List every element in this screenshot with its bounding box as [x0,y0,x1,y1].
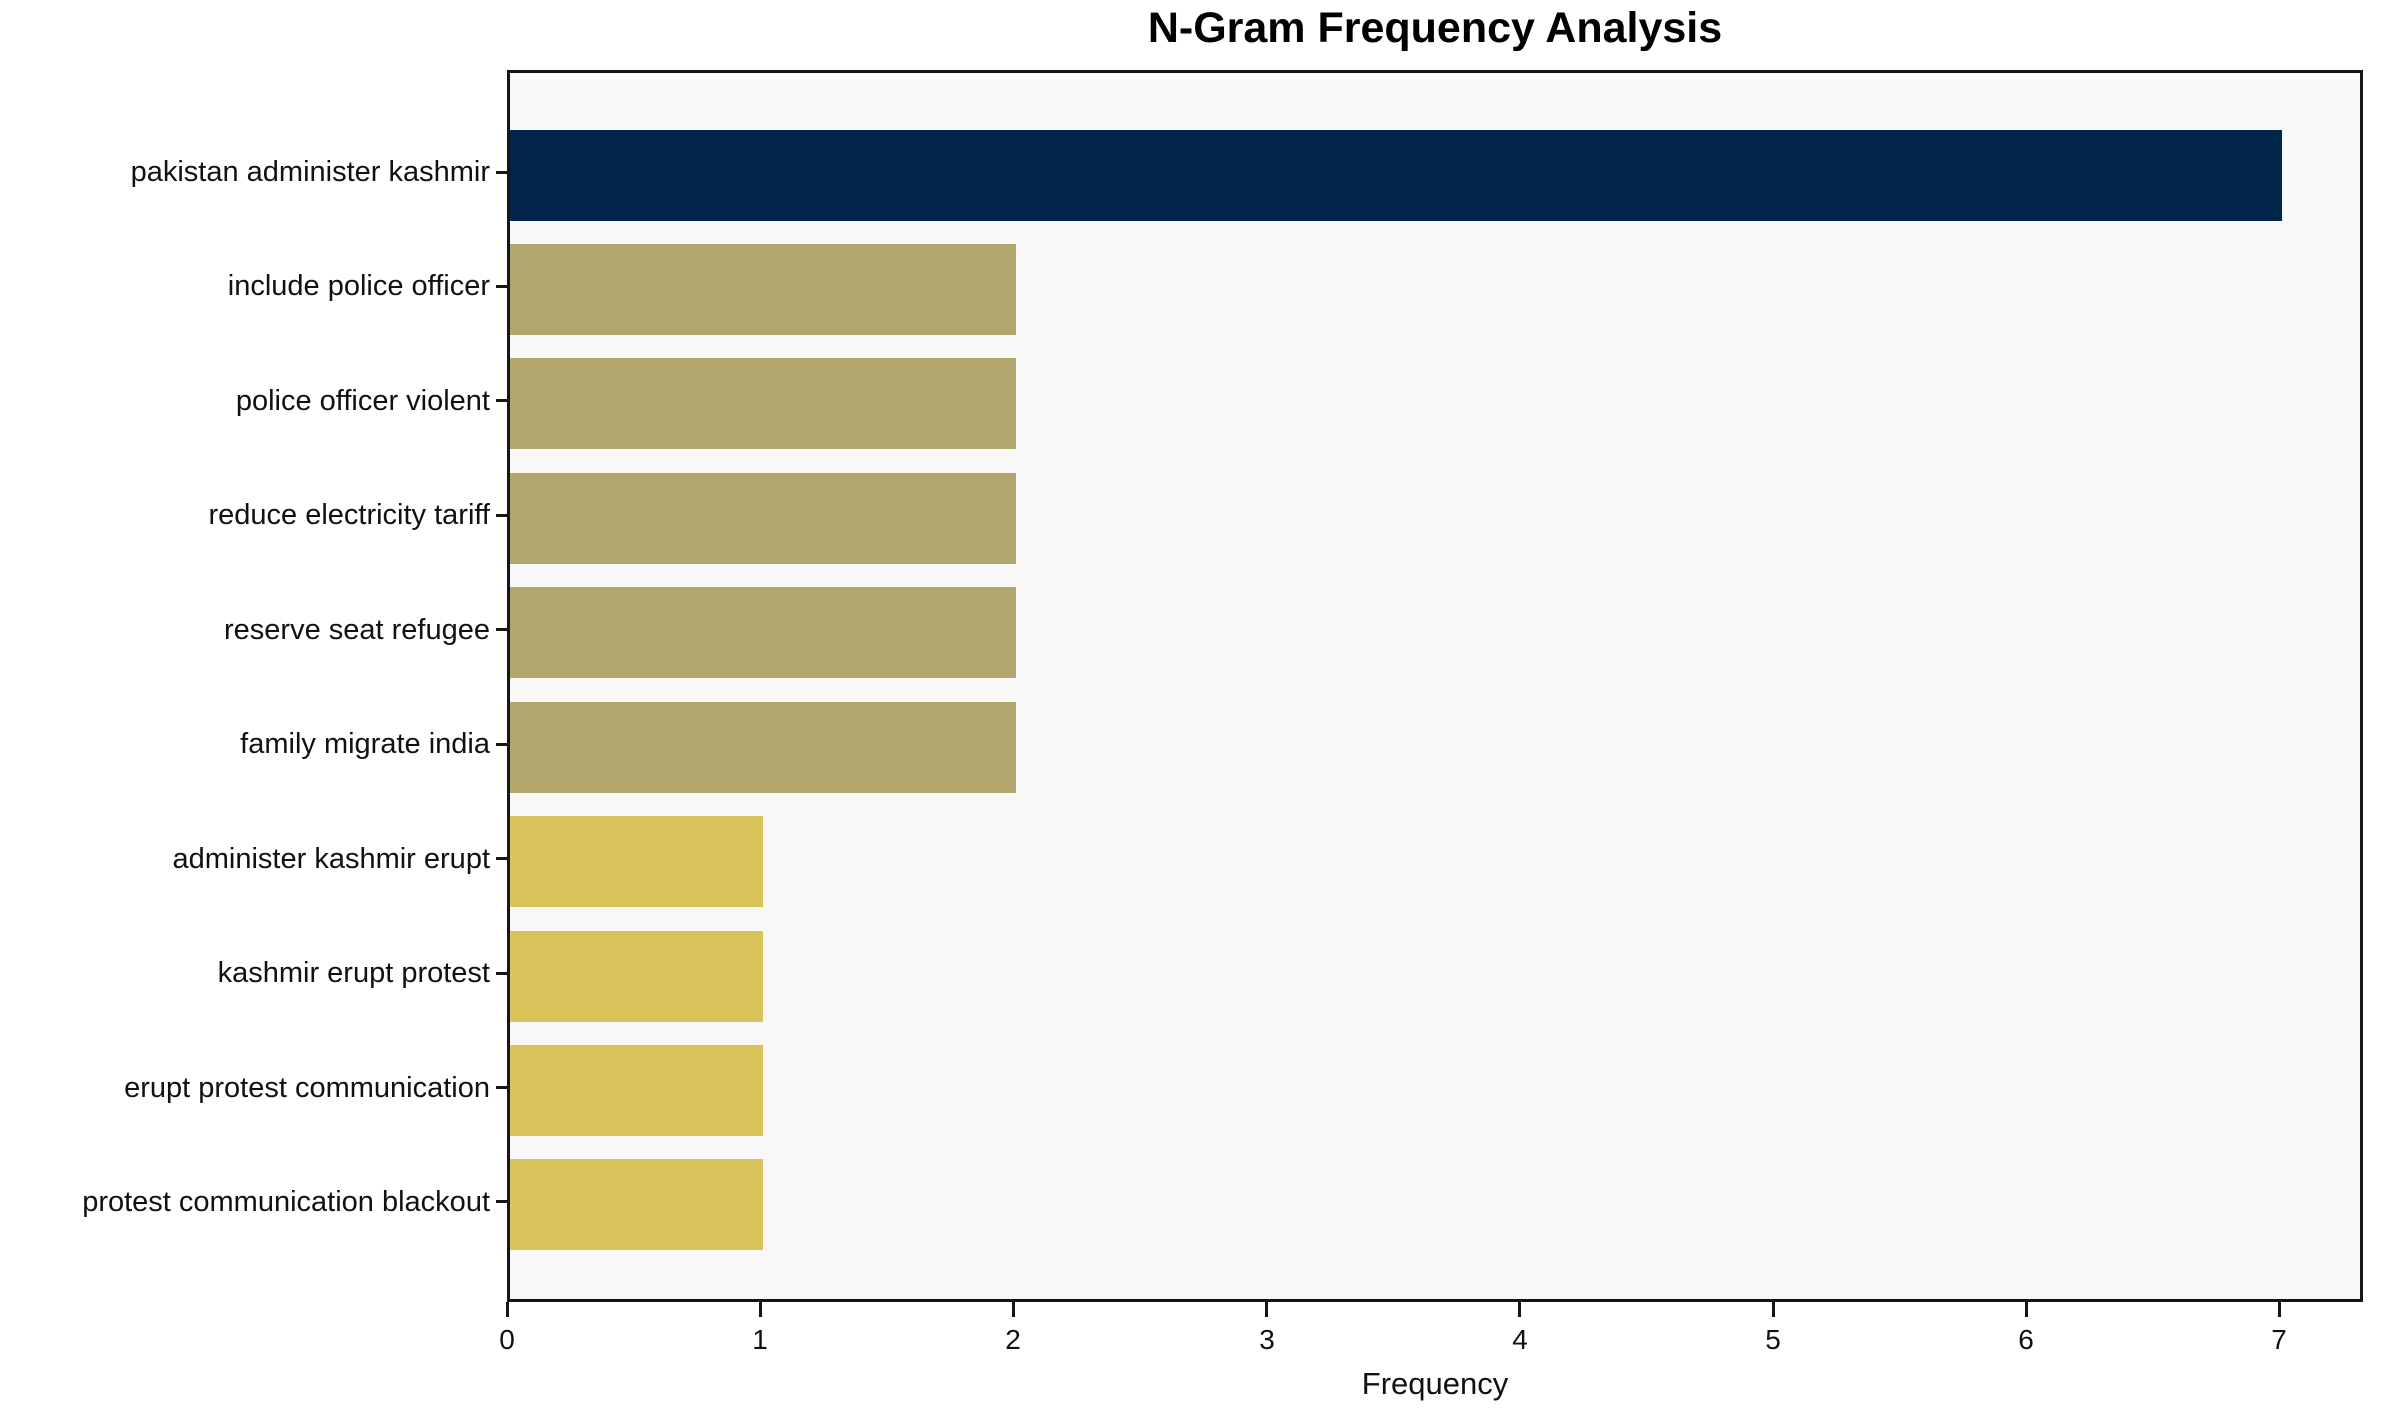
y-tick-mark [496,399,507,402]
x-tick-label: 7 [2271,1324,2287,1355]
x-axis-title: Frequency [1361,1366,1509,1401]
x-tick-label: 3 [1259,1324,1275,1355]
y-tick-mark [496,743,507,746]
x-tick-label: 1 [752,1324,768,1355]
bar-include-police-officer [510,244,1016,335]
plot-area [507,70,2363,1302]
x-tick-label: 6 [2018,1324,2034,1355]
y-tick-mark [496,514,507,517]
x-tick-mark [1518,1302,1521,1317]
y-tick-mark [496,171,507,174]
x-tick-mark [1772,1302,1775,1317]
y-tick-label: administer kashmir erupt [172,843,491,875]
y-tick-mark [496,285,507,288]
x-tick-mark [759,1302,762,1317]
y-tick-label: pakistan administer kashmir [130,156,490,188]
bar-pakistan-administer-kashmir [510,130,2282,221]
x-tick-mark [2025,1302,2028,1317]
x-tick-mark [1012,1302,1015,1317]
y-tick-label: kashmir erupt protest [217,957,490,989]
x-tick-label: 4 [1512,1324,1528,1355]
x-tick-mark [2278,1302,2281,1317]
x-tick-label: 2 [1005,1324,1021,1355]
y-tick-mark [496,1200,507,1203]
y-tick-label: protest communication blackout [82,1186,490,1218]
x-tick-label: 5 [1765,1324,1781,1355]
y-tick-label: reserve seat refugee [224,614,490,646]
y-tick-label: police officer violent [235,385,490,417]
bar-administer-kashmir-erupt [510,816,763,907]
bar-kashmir-erupt-protest [510,931,763,1022]
y-tick-mark [496,857,507,860]
y-tick-label: erupt protest communication [124,1072,490,1104]
y-tick-mark [496,628,507,631]
y-tick-mark [496,972,507,975]
y-tick-label: reduce electricity tariff [208,499,490,531]
y-tick-label: include police officer [227,270,490,302]
bar-family-migrate-india [510,702,1016,793]
x-tick-mark [1265,1302,1268,1317]
x-tick-mark [506,1302,509,1317]
bar-police-officer-violent [510,358,1016,449]
bar-reduce-electricity-tariff [510,473,1016,564]
x-tick-label: 0 [499,1324,515,1355]
bar-erupt-protest-communication [510,1045,763,1136]
bar-protest-communication-blackout [510,1159,763,1250]
y-tick-mark [496,1086,507,1089]
chart-title: N-Gram Frequency Analysis [1147,4,1723,52]
y-tick-label: family migrate india [240,728,490,760]
bar-reserve-seat-refugee [510,587,1016,678]
